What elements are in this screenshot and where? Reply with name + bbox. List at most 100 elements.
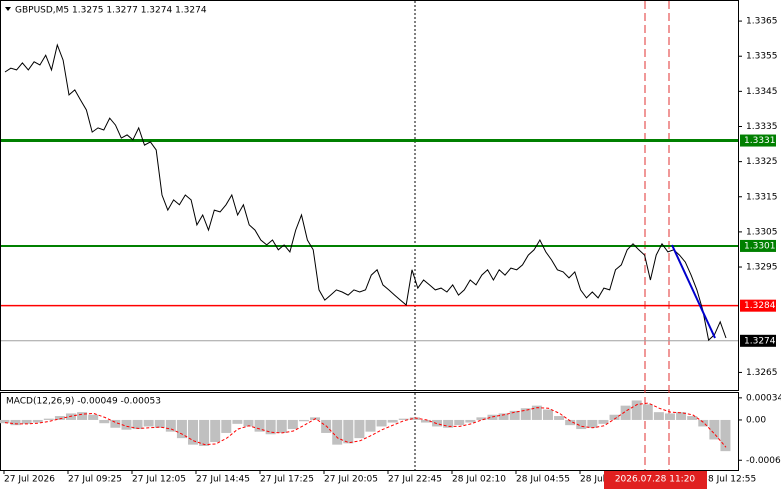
- macd-bar: [243, 419, 254, 427]
- macd-bar: [154, 419, 165, 428]
- macd-bar: [88, 414, 99, 420]
- macd-bar: [454, 419, 465, 426]
- y-tick-label: 1.3295: [746, 263, 778, 273]
- macd-bar: [476, 417, 487, 420]
- macd-bar: [188, 419, 199, 445]
- y-tick-label: 1.3335: [746, 122, 778, 132]
- macd-bar: [32, 419, 43, 423]
- macd-bar: [254, 419, 265, 432]
- macd-bar: [576, 419, 587, 430]
- level-label: 1.3301: [744, 241, 776, 251]
- macd-bar: [210, 419, 221, 443]
- macd-bar: [232, 419, 243, 424]
- macd-bar: [653, 412, 664, 420]
- macd-bar: [387, 419, 398, 423]
- macd-bar: [520, 408, 531, 420]
- macd-bar: [77, 412, 88, 420]
- macd-bar: [143, 419, 154, 427]
- macd-bar: [265, 419, 276, 435]
- macd-bar: [43, 418, 54, 420]
- y-tick-label: 0.00: [746, 415, 766, 425]
- macd-bar: [465, 419, 476, 423]
- x-tick-label: 27 Jul 09:25: [68, 475, 122, 485]
- macd-bar: [631, 400, 642, 420]
- macd-bar: [443, 419, 454, 428]
- macd-bar: [687, 416, 698, 420]
- macd-bar: [420, 419, 431, 423]
- macd-bar: [498, 413, 509, 420]
- macd-bar: [121, 419, 132, 430]
- main-panel: [0, 0, 739, 391]
- macd-bar: [10, 419, 21, 426]
- level-box: [740, 134, 776, 147]
- signal-line: [4, 402, 727, 448]
- macd-bar: [398, 418, 409, 420]
- macd-bar: [609, 414, 620, 420]
- macd-bar: [287, 419, 298, 430]
- macd-bar: [554, 416, 565, 420]
- macd-bar: [698, 419, 709, 427]
- macd-bar: [642, 404, 653, 420]
- x-tick-label: 27 Jul 20:05: [324, 475, 378, 485]
- macd-bar: [110, 419, 121, 428]
- macd-bar: [332, 419, 343, 445]
- y-tick-label: 1.3265: [746, 368, 778, 378]
- macd-bar: [221, 419, 232, 433]
- x-tick-label: 27 Jul 22:45: [388, 475, 442, 485]
- macd-bar: [165, 419, 176, 432]
- x-tick-label: 27 Jul 14:45: [196, 475, 250, 485]
- y-tick-label: 0.00034: [746, 393, 781, 403]
- x-tick-label: 8 Jul 12:55: [708, 475, 756, 485]
- macd-bar: [509, 410, 520, 420]
- macd-bar: [199, 419, 210, 446]
- y-tick-label: 1.3315: [746, 192, 778, 202]
- cursor-box: [604, 471, 707, 489]
- y-tick-label: 1.3305: [746, 227, 778, 237]
- y-tick-label: 1.3325: [746, 157, 778, 167]
- macd-bar: [664, 413, 675, 420]
- x-tick-label: 28 Jul 04:55: [516, 475, 570, 485]
- y-tick-label: 1.3345: [746, 87, 778, 97]
- level-box: [740, 299, 776, 312]
- x-tick-label: 28 Jul 02:10: [452, 475, 506, 485]
- level-label: 1.3331: [744, 136, 776, 146]
- macd-bar: [99, 419, 110, 424]
- macd-bar: [432, 419, 443, 427]
- macd-bar: [343, 419, 354, 444]
- macd-bar: [620, 405, 631, 420]
- level-label: 1.3284: [744, 301, 776, 311]
- macd-bar: [276, 419, 287, 433]
- macd-bar: [720, 419, 731, 452]
- y-tick-label: -0.00062: [746, 456, 781, 466]
- macd-bar: [21, 419, 32, 424]
- macd-bar: [354, 419, 365, 439]
- macd-bar: [709, 419, 720, 440]
- y-tick-label: 1.3355: [746, 52, 778, 62]
- macd-bar: [176, 419, 187, 439]
- macd-bar: [676, 412, 687, 420]
- macd-bar: [298, 419, 309, 422]
- trend-line: [671, 244, 716, 339]
- macd-bar: [598, 419, 609, 424]
- macd-bar: [587, 419, 598, 428]
- x-tick-label: 28 Jul: [580, 475, 605, 485]
- cursor-label: 2026.07.28 11:20: [615, 475, 696, 485]
- macd-bar: [132, 419, 143, 430]
- collapse-icon: [5, 7, 11, 11]
- macd-title: MACD(12,26,9) -0.00049 -0.00053: [6, 397, 161, 407]
- x-tick-label: 27 Jul 12:05: [132, 475, 186, 485]
- price-line: [4, 43, 727, 342]
- level-box: [740, 239, 776, 252]
- x-tick-label: 27 Jul 17:25: [260, 475, 314, 485]
- chart-title: GBPUSD,M5 1.3275 1.3277 1.3274 1.3274: [15, 6, 207, 16]
- macd-bar: [0, 419, 10, 424]
- level-label: 1.3274: [744, 336, 776, 346]
- macd-bar: [409, 417, 420, 420]
- y-tick-label: 1.3365: [746, 17, 778, 27]
- macd-bar: [531, 405, 542, 420]
- macd-bar: [542, 409, 553, 420]
- x-tick-label: 27 Jul 2026: [4, 475, 55, 485]
- level-box: [740, 334, 776, 347]
- macd-bar: [54, 416, 65, 420]
